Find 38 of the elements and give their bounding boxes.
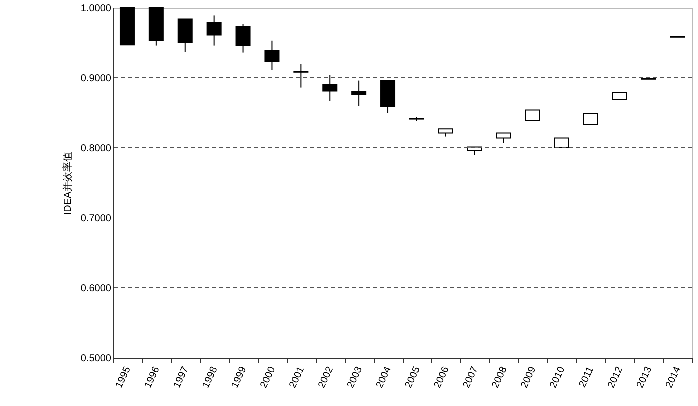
x-tick-label: 2002	[316, 364, 336, 390]
y-tick-label: 0.5000	[80, 354, 112, 364]
x-tick-label: 2011	[578, 365, 597, 390]
x-tick-label: 2013	[635, 364, 655, 390]
x-tick-label: 2014	[664, 364, 684, 390]
candlestick	[322, 74, 338, 102]
candlestick	[554, 138, 570, 148]
x-tick-label: 1998	[200, 364, 220, 390]
candlestick	[236, 24, 251, 54]
x-tick-label: 2009	[519, 364, 539, 390]
x-tick-label: 2008	[490, 364, 510, 390]
x-tick-label: 2005	[404, 364, 424, 390]
candlestick	[206, 15, 222, 46]
candlestick	[583, 113, 598, 126]
x-tick-label: 2012	[606, 364, 626, 390]
candlestick	[294, 64, 309, 88]
candlestick	[496, 132, 512, 144]
x-tick-label: 2007	[461, 364, 481, 390]
x-tick-label: 2010	[548, 364, 568, 390]
y-axis-title: IDEA并效率值	[62, 152, 74, 216]
y-tick-label: 0.9000	[80, 74, 112, 84]
y-tick-label: 1.0000	[80, 4, 112, 14]
candlestick	[178, 18, 193, 53]
candlestick	[525, 110, 540, 122]
x-tick-label: 2000	[258, 364, 278, 390]
x-tick-label: 1997	[172, 364, 192, 390]
y-tick-label: 0.6000	[80, 284, 112, 294]
candlestick	[352, 80, 367, 106]
x-tick-label: 1995	[114, 364, 134, 390]
y-tick-label: 0.7000	[80, 214, 112, 224]
x-tick-label: 1999	[230, 364, 250, 390]
x-tick-label: 2003	[346, 364, 366, 390]
candlestick	[264, 40, 280, 71]
x-tick-label: 2001	[288, 364, 308, 390]
y-tick-label: 0.8000	[80, 144, 112, 154]
x-tick-label: 2004	[374, 364, 394, 390]
x-tick-label: 1996	[142, 364, 163, 390]
x-tick-label: 2006	[432, 364, 452, 390]
